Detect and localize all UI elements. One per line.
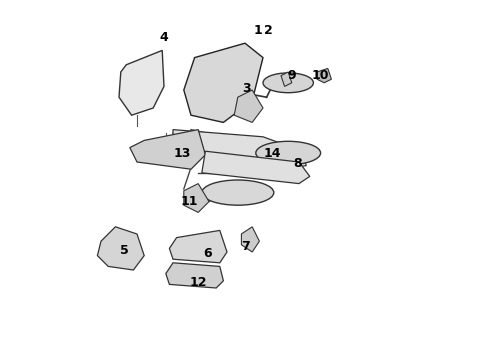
Text: 5: 5 bbox=[120, 244, 129, 257]
Text: 7: 7 bbox=[241, 240, 249, 253]
Text: 12: 12 bbox=[190, 276, 207, 289]
Polygon shape bbox=[317, 68, 331, 83]
Polygon shape bbox=[98, 227, 144, 270]
Text: 3: 3 bbox=[243, 82, 251, 95]
Polygon shape bbox=[173, 130, 306, 173]
Text: 9: 9 bbox=[288, 69, 296, 82]
Text: 10: 10 bbox=[312, 69, 329, 82]
Polygon shape bbox=[281, 72, 292, 86]
Text: 1: 1 bbox=[253, 24, 262, 37]
Text: 11: 11 bbox=[180, 195, 198, 208]
Text: 8: 8 bbox=[293, 157, 301, 170]
Text: 14: 14 bbox=[263, 147, 281, 159]
Polygon shape bbox=[234, 90, 263, 122]
Polygon shape bbox=[170, 230, 227, 263]
Polygon shape bbox=[130, 130, 205, 169]
Polygon shape bbox=[184, 43, 263, 122]
Ellipse shape bbox=[202, 180, 274, 205]
Ellipse shape bbox=[263, 73, 314, 93]
Text: 13: 13 bbox=[173, 147, 191, 159]
Polygon shape bbox=[242, 227, 259, 252]
Polygon shape bbox=[119, 50, 164, 115]
Text: 2: 2 bbox=[264, 24, 273, 37]
Ellipse shape bbox=[256, 141, 320, 165]
Polygon shape bbox=[202, 151, 310, 184]
Polygon shape bbox=[166, 263, 223, 288]
Polygon shape bbox=[184, 184, 209, 212]
Text: 6: 6 bbox=[203, 247, 212, 260]
Text: 4: 4 bbox=[160, 31, 169, 44]
